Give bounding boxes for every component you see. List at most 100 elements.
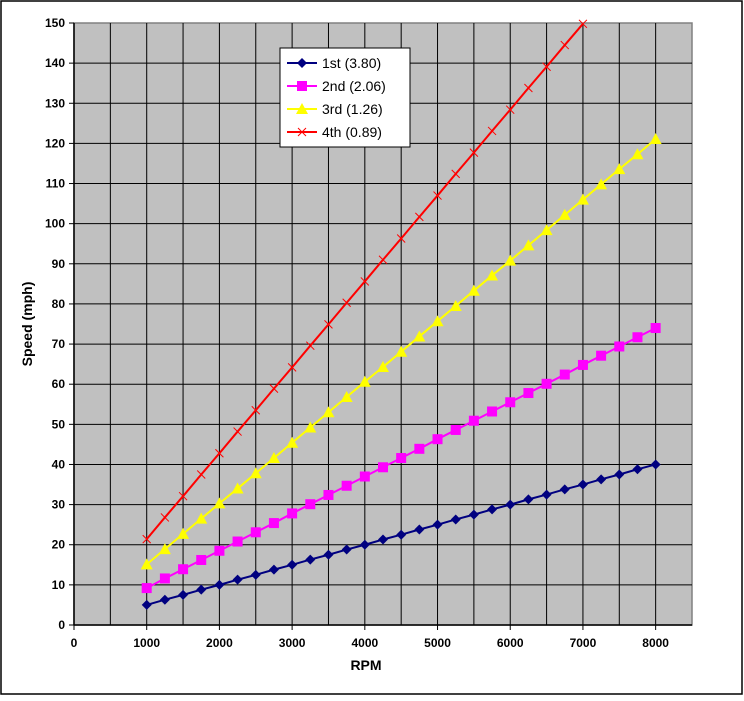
data-point — [414, 524, 425, 535]
y-tick-label: 120 — [45, 136, 65, 150]
data-point — [413, 330, 426, 342]
data-point — [141, 583, 152, 594]
data-point — [614, 469, 625, 480]
y-tick-label: 150 — [45, 16, 65, 30]
data-point — [414, 443, 425, 454]
data-point — [305, 554, 316, 565]
data-point — [195, 512, 208, 524]
data-point — [177, 527, 190, 539]
data-point — [250, 569, 261, 580]
data-point — [541, 378, 552, 389]
data-point — [649, 132, 662, 144]
data-point — [467, 284, 480, 296]
data-point — [614, 341, 625, 352]
data-point — [433, 191, 442, 200]
x-tick-label: 7000 — [570, 636, 597, 650]
data-point — [468, 509, 479, 520]
data-point — [341, 480, 352, 491]
data-point — [178, 589, 189, 600]
data-point — [468, 415, 479, 426]
data-point — [213, 497, 226, 509]
y-axis-label: Speed (mph) — [19, 282, 35, 367]
data-point — [505, 397, 516, 408]
data-point — [577, 359, 588, 370]
y-tick-label: 10 — [52, 578, 66, 592]
data-point — [323, 489, 334, 500]
data-point — [596, 350, 607, 361]
legend-marker — [297, 127, 307, 137]
data-point — [522, 239, 535, 251]
data-point — [214, 545, 225, 556]
data-point — [613, 163, 626, 175]
data-point — [377, 360, 389, 372]
data-point — [287, 508, 298, 519]
data-point — [595, 178, 608, 190]
x-tick-label: 6000 — [497, 636, 524, 650]
data-point — [359, 539, 370, 550]
data-point — [142, 534, 152, 544]
y-tick-label: 100 — [45, 217, 65, 231]
data-point — [358, 375, 371, 387]
data-point — [596, 474, 607, 485]
data-point — [232, 574, 243, 585]
data-point — [650, 459, 661, 470]
data-point — [267, 452, 280, 464]
data-point — [232, 536, 243, 547]
data-point — [215, 448, 224, 458]
data-point — [632, 332, 643, 343]
series-3 — [140, 132, 662, 570]
series-group — [140, 19, 662, 610]
data-point — [378, 255, 388, 265]
legend-marker — [297, 81, 307, 91]
data-point — [140, 558, 153, 570]
data-point — [305, 499, 316, 510]
data-point — [449, 299, 462, 311]
y-tick-label: 90 — [52, 257, 66, 271]
data-point — [540, 224, 553, 236]
data-point — [341, 544, 352, 555]
data-point — [378, 534, 388, 545]
data-point — [504, 254, 517, 266]
data-point — [287, 362, 297, 372]
legend: 1st (3.80) 2nd (2.06) 3rd (1.26) 4th (0.89) — [279, 47, 411, 148]
y-tick-label: 40 — [52, 457, 66, 471]
data-point — [632, 464, 643, 475]
data-point — [524, 83, 533, 93]
legend-label: 1st (3.80) — [322, 55, 381, 71]
data-point — [558, 208, 571, 220]
y-tick-label: 0 — [58, 618, 65, 632]
data-point — [487, 504, 498, 515]
data-point — [324, 320, 333, 329]
y-tick-label: 20 — [52, 538, 66, 552]
x-tick-label: 1000 — [133, 636, 160, 650]
data-point — [486, 269, 499, 281]
x-tick-label: 2000 — [206, 636, 233, 650]
x-axis-label: RPM — [350, 657, 381, 673]
x-tick-label: 3000 — [279, 636, 306, 650]
data-point — [359, 471, 370, 482]
data-point — [268, 564, 279, 575]
data-point — [505, 105, 515, 115]
legend-label: 2nd (2.06) — [322, 78, 386, 94]
data-point — [559, 484, 570, 495]
y-tick-label: 30 — [52, 498, 66, 512]
data-point — [159, 594, 170, 605]
y-tick-label: 140 — [45, 56, 65, 70]
data-point — [432, 434, 443, 445]
data-point — [250, 527, 261, 538]
data-point — [523, 494, 534, 505]
data-point — [160, 513, 170, 522]
y-tick-label: 110 — [46, 177, 66, 191]
data-point — [231, 482, 244, 494]
data-point — [631, 148, 644, 160]
axes: 0 1000 2000 3000 4000 5000 6000 7000 8000 0 10 20 30… — [45, 16, 692, 650]
y-tick-label: 130 — [45, 96, 65, 110]
data-point — [196, 470, 206, 479]
y-tick-label: 80 — [52, 297, 66, 311]
data-point — [196, 584, 207, 595]
data-point — [287, 559, 298, 570]
data-point — [432, 519, 443, 530]
data-point — [576, 193, 589, 205]
